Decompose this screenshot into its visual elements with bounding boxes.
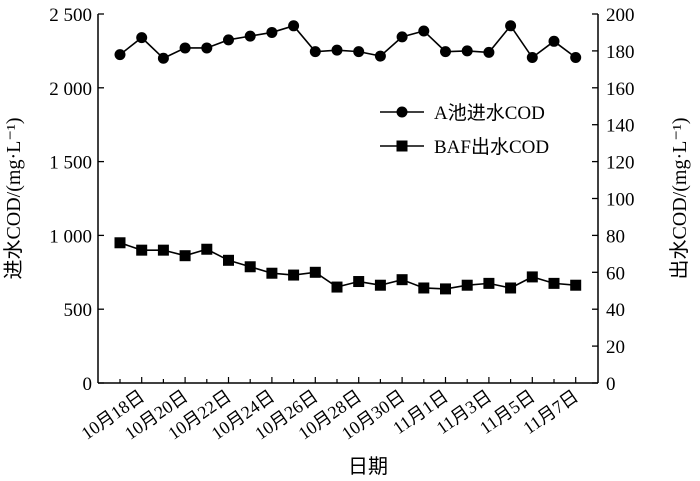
influent-data-point bbox=[570, 52, 582, 64]
right-y-tick-label: 40 bbox=[606, 300, 625, 321]
effluent-data-point bbox=[483, 277, 495, 289]
x-axis-title: 日期 bbox=[348, 456, 388, 478]
left-y-tick-label: 1 500 bbox=[49, 153, 92, 174]
effluent-data-point bbox=[201, 243, 213, 255]
effluent-data-point bbox=[396, 274, 408, 286]
legend-marker-influent bbox=[396, 106, 408, 118]
influent-data-point bbox=[309, 46, 321, 58]
effluent-data-point bbox=[353, 276, 365, 288]
effluent-data-point bbox=[309, 266, 321, 278]
effluent-data-point bbox=[136, 244, 148, 256]
effluent-data-point bbox=[266, 267, 278, 279]
influent-data-point bbox=[396, 31, 408, 43]
effluent-data-point bbox=[570, 279, 582, 291]
influent-data-point bbox=[418, 25, 430, 37]
left-y-axis-title: 进水COD/(mg·L⁻¹) bbox=[2, 117, 25, 279]
effluent-data-point bbox=[331, 281, 343, 293]
influent-data-point bbox=[526, 52, 538, 64]
influent-data-point bbox=[374, 50, 386, 62]
influent-data-point bbox=[353, 46, 365, 58]
right-y-tick-label: 140 bbox=[606, 116, 635, 137]
influent-data-point bbox=[505, 20, 517, 32]
influent-data-point bbox=[548, 35, 560, 47]
right-y-axis-title: 出水COD/(mg·L⁻¹) bbox=[668, 117, 691, 279]
influent-data-point bbox=[223, 34, 234, 46]
right-y-tick-label: 100 bbox=[606, 190, 635, 211]
effluent-data-point bbox=[461, 279, 473, 291]
right-y-tick-label: 60 bbox=[606, 263, 625, 284]
effluent-data-point bbox=[223, 254, 234, 266]
series-layer bbox=[114, 20, 582, 295]
legend-marker-effluent bbox=[396, 140, 408, 152]
influent-data-point bbox=[157, 52, 169, 64]
effluent-data-point bbox=[244, 261, 256, 273]
legend-label-influent: A池进水COD bbox=[434, 102, 545, 124]
influent-data-point bbox=[179, 42, 191, 54]
effluent-data-point bbox=[418, 282, 430, 294]
effluent-data-point bbox=[374, 279, 386, 291]
left-y-tick-label: 2 000 bbox=[49, 79, 92, 100]
legend: A池进水COD BAF出水COD bbox=[380, 102, 549, 158]
influent-data-point bbox=[114, 49, 126, 61]
influent-data-point bbox=[331, 44, 343, 56]
right-y-tick-label: 120 bbox=[606, 153, 635, 174]
right-y-tick-label: 20 bbox=[606, 337, 625, 358]
right-y-tick-label: 80 bbox=[606, 226, 625, 247]
influent-data-point bbox=[136, 32, 148, 44]
right-y-tick-label: 0 bbox=[606, 374, 616, 395]
effluent-data-point bbox=[288, 269, 300, 281]
influent-data-point bbox=[288, 20, 300, 32]
left-y-tick-label: 1 000 bbox=[49, 226, 92, 247]
influent-data-point bbox=[244, 30, 256, 42]
effluent-data-point bbox=[548, 277, 560, 289]
effluent-data-point bbox=[157, 244, 169, 256]
left-y-tick-label: 500 bbox=[64, 300, 93, 321]
left-y-tick-label: 0 bbox=[83, 374, 93, 395]
influent-series-line bbox=[119, 24, 577, 60]
influent-data-point bbox=[440, 46, 451, 58]
ticks: 0 500 1 000 1 500 2 000 2 500 0 20 40 60 80 100 120 1… bbox=[49, 5, 634, 444]
influent-data-point bbox=[461, 45, 473, 57]
right-y-tick-label: 200 bbox=[606, 5, 635, 26]
influent-data-point bbox=[201, 42, 213, 54]
effluent-data-point bbox=[440, 283, 451, 295]
effluent-data-point bbox=[179, 250, 191, 262]
axes bbox=[97, 14, 599, 384]
effluent-data-point bbox=[526, 271, 538, 283]
effluent-data-point bbox=[114, 237, 126, 249]
left-y-tick-label: 2 500 bbox=[49, 5, 92, 26]
influent-data-point bbox=[483, 46, 495, 58]
effluent-data-point bbox=[505, 282, 517, 294]
effluent-series-line bbox=[119, 242, 576, 290]
right-y-tick-label: 160 bbox=[606, 79, 635, 100]
legend-label-effluent: BAF出水COD bbox=[434, 136, 549, 158]
influent-data-point bbox=[266, 26, 278, 38]
right-y-tick-label: 180 bbox=[606, 42, 635, 63]
